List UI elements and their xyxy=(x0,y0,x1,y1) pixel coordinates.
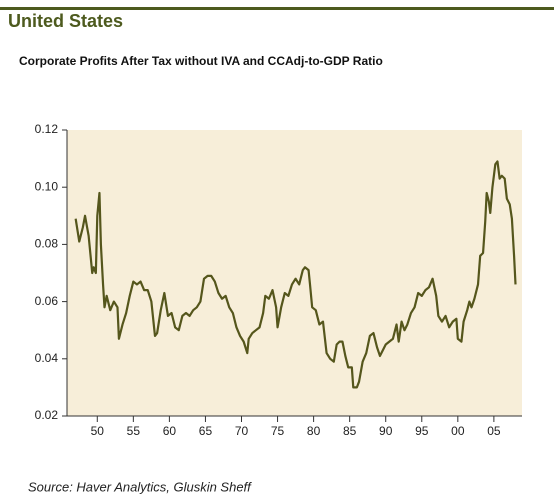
data-line xyxy=(74,160,517,389)
y-tick-label: 0.06 xyxy=(35,294,59,308)
chart-subtitle: Corporate Profits After Tax without IVA … xyxy=(19,54,383,68)
x-tick-label: 55 xyxy=(127,424,141,438)
x-tick-label: 00 xyxy=(451,424,465,438)
y-tick-label: 0.02 xyxy=(35,408,59,422)
y-tick-label: 0.12 xyxy=(35,122,59,136)
x-tick-label: 05 xyxy=(487,424,501,438)
y-tick-label: 0.10 xyxy=(35,179,59,193)
header-rule xyxy=(0,7,554,10)
y-tick-label: 0.08 xyxy=(35,237,59,251)
y-tick-label: 0.04 xyxy=(35,351,59,365)
x-tick-label: 65 xyxy=(199,424,213,438)
x-tick-label: 70 xyxy=(235,424,249,438)
x-tick-label: 85 xyxy=(343,424,357,438)
x-tick-label: 95 xyxy=(415,424,429,438)
x-tick-label: 90 xyxy=(379,424,393,438)
source-note: Source: Haver Analytics, Gluskin Sheff xyxy=(28,479,252,494)
x-tick-label: 60 xyxy=(163,424,177,438)
chart-title: United States xyxy=(8,11,123,31)
plot-area xyxy=(67,130,522,416)
x-tick-label: 75 xyxy=(271,424,285,438)
x-tick-label: 80 xyxy=(307,424,321,438)
x-tick-label: 50 xyxy=(91,424,105,438)
